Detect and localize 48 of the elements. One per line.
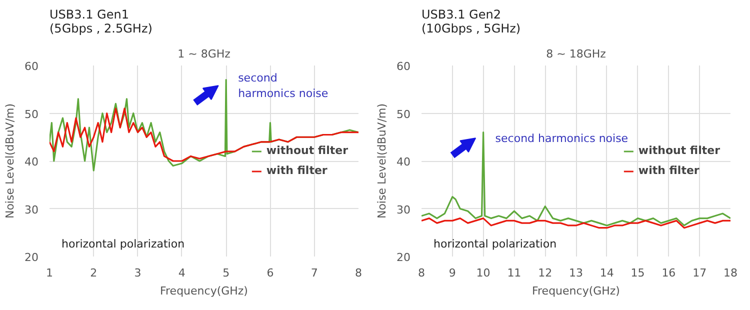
chart-subtitle: 1 ~ 8GHz xyxy=(178,48,231,60)
x-tick-label: 13 xyxy=(569,266,583,280)
annotation: second harmonics noise xyxy=(238,72,328,100)
line-series xyxy=(422,218,730,229)
x-tick-label: 7 xyxy=(310,266,318,280)
line-series xyxy=(422,132,730,226)
annotation: horizontal polarization xyxy=(62,238,185,250)
x-tick-label: 18 xyxy=(724,266,738,280)
annotation: second harmonics noise xyxy=(495,132,628,145)
x-tick-label: 1 xyxy=(46,266,53,280)
legend-label: without filter xyxy=(638,144,720,157)
y-tick-label: 40 xyxy=(24,156,39,168)
y-tick-label: 30 xyxy=(24,203,39,216)
x-tick-label: 2 xyxy=(90,266,98,280)
x-tick-label: 8 xyxy=(355,266,362,280)
x-axis-title: Frequency(GHz) xyxy=(160,284,248,298)
x-tick-label: 15 xyxy=(630,266,645,280)
x-tick-label: 14 xyxy=(600,266,614,280)
x-tick-label: 4 xyxy=(178,266,186,280)
x-tick-label: 5 xyxy=(222,266,230,280)
x-axis-title: Frequency(GHz) xyxy=(532,284,620,298)
y-tick-label: 30 xyxy=(396,203,411,216)
legend-label: without filter xyxy=(266,144,348,157)
y-tick-label: 20 xyxy=(396,251,411,264)
x-tick-label: 8 xyxy=(418,266,425,280)
chart-title: USB3.1 Gen1 (5Gbps , 2.5GHz) xyxy=(50,8,152,36)
annotation: horizontal polarization xyxy=(434,238,557,250)
y-axis-title: Noise Level(dBuV/m) xyxy=(376,103,389,219)
y-tick-label: 60 xyxy=(396,60,411,73)
legend-label: with filter xyxy=(638,164,700,177)
x-tick-label: 16 xyxy=(662,266,676,280)
x-tick-label: 3 xyxy=(134,266,142,280)
y-tick-label: 50 xyxy=(396,108,411,121)
y-tick-label: 50 xyxy=(24,108,39,121)
x-tick-label: 17 xyxy=(692,266,707,280)
y-axis-title: Noise Level(dBuV/m) xyxy=(4,103,17,219)
x-tick-label: 12 xyxy=(538,266,552,280)
y-tick-label: 40 xyxy=(396,156,411,168)
chart-subtitle: 8 ~ 18GHz xyxy=(546,48,606,60)
y-tick-label: 20 xyxy=(24,251,39,264)
legend-label: with filter xyxy=(266,164,328,177)
x-tick-label: 6 xyxy=(266,266,274,280)
x-tick-label: 11 xyxy=(507,266,522,280)
line-series xyxy=(50,108,358,162)
chart-title: USB3.1 Gen2 (10Gbps , 5GHz) xyxy=(422,8,521,36)
x-tick-label: 10 xyxy=(476,266,490,280)
x-tick-label: 9 xyxy=(448,266,456,280)
y-tick-label: 60 xyxy=(24,60,39,73)
